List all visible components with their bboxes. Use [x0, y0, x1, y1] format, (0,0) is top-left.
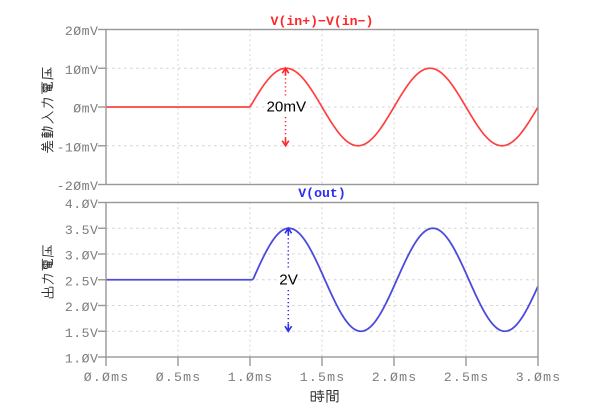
svg-text:1ØmV: 1ØmV	[65, 63, 98, 78]
svg-text:3.ØV: 3.ØV	[65, 249, 98, 264]
svg-text:ØmV: ØmV	[73, 102, 98, 117]
svg-text:3.5V: 3.5V	[65, 223, 98, 238]
svg-text:1.5V: 1.5V	[65, 326, 98, 341]
svg-text:-2ØmV: -2ØmV	[57, 179, 99, 194]
svg-text:3.Øms: 3.Øms	[516, 370, 562, 385]
svg-text:Ø.5ms: Ø.5ms	[156, 370, 202, 385]
svg-text:V(out): V(out)	[298, 186, 345, 201]
svg-text:2.Øms: 2.Øms	[372, 370, 418, 385]
svg-text:Ø.Øms: Ø.Øms	[84, 370, 130, 385]
svg-text:4.ØV: 4.ØV	[65, 197, 98, 212]
svg-text:20mV: 20mV	[266, 98, 307, 115]
svg-text:1.5ms: 1.5ms	[300, 370, 346, 385]
svg-text:2.ØV: 2.ØV	[65, 300, 98, 315]
svg-text:2.5V: 2.5V	[65, 274, 98, 289]
svg-text:-1ØmV: -1ØmV	[57, 140, 99, 155]
svg-text:2.5ms: 2.5ms	[444, 370, 490, 385]
svg-text:2V: 2V	[279, 271, 298, 288]
svg-text:V(in+)−V(in−): V(in+)−V(in−)	[271, 14, 374, 29]
svg-text:2ØmV: 2ØmV	[65, 24, 98, 39]
svg-text:1.ØV: 1.ØV	[65, 352, 98, 367]
svg-text:1.Øms: 1.Øms	[228, 370, 274, 385]
